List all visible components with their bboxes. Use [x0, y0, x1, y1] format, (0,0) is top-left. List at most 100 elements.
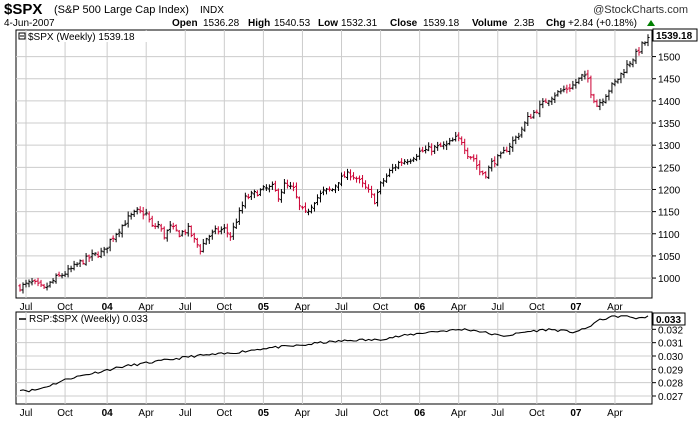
price-grid [16, 30, 652, 298]
ohlc-bar [210, 229, 214, 240]
ohlc-bar [421, 146, 425, 153]
ohlc-bar [490, 158, 494, 172]
ohlc-bar [496, 154, 500, 166]
ratio-last-value: 0.033 [652, 312, 686, 326]
ohlc-bar [448, 137, 452, 146]
low-label: Low [318, 18, 338, 29]
ohlc-bar [406, 159, 410, 165]
ohlc-bar [433, 145, 437, 154]
ohlc-bar [598, 98, 602, 111]
ohlc-bar [345, 168, 350, 180]
ohlc-bar [541, 98, 545, 109]
chg-value: +2.84 (+0.18%) [568, 18, 637, 29]
ohlc-bar [505, 146, 509, 153]
ohlc-bar [351, 172, 356, 180]
ohlc-bar [222, 224, 226, 234]
ohlc-bar [475, 154, 479, 170]
ohlc-bar [499, 151, 503, 159]
ohlc-bar [141, 207, 145, 220]
price-x-tick-label: Apr [138, 302, 154, 313]
price-x-tick-label: Apr [295, 302, 311, 313]
ohlc-bar [273, 180, 278, 192]
ohlc-bar [610, 82, 614, 94]
ohlc-bar [574, 78, 578, 89]
ohlc-bar [619, 72, 623, 84]
ohlc-bar [111, 235, 115, 242]
ohlc-bar [123, 220, 127, 227]
ohlc-bar [174, 224, 178, 232]
ohlc-bar [144, 208, 148, 216]
ohlc-bar [589, 75, 593, 99]
ohlc-bar [384, 173, 389, 183]
ohlc-bar [54, 273, 58, 284]
ratio-x-tick-label: Oct [57, 408, 73, 419]
ohlc-bar [415, 153, 419, 162]
ohlc-bar [204, 237, 208, 245]
ohlc-bar [63, 271, 67, 277]
brand-logo[interactable]: @StockCharts.com [593, 4, 688, 16]
ohlc-bar [51, 278, 55, 284]
ohlc-bar [631, 58, 635, 68]
ohlc-bar [75, 262, 79, 267]
ohlc-bar [126, 211, 130, 228]
ohlc-bar [360, 175, 365, 188]
ohlc-bar [571, 80, 575, 90]
ohlc-bar [315, 194, 320, 206]
ohlc-bar [378, 181, 383, 195]
ohlc-bar [357, 175, 362, 184]
ohlc-bar [613, 78, 617, 87]
ohlc-bar [568, 83, 572, 92]
ohlc-bar [285, 179, 290, 189]
price-x-tick-label: Jul [335, 302, 348, 313]
price-panel [15, 29, 653, 299]
ohlc-bar [526, 112, 530, 127]
open-label: Open [172, 18, 198, 29]
ohlc-bar [24, 279, 28, 288]
ohlc-bar [333, 184, 338, 194]
price-last-box [652, 28, 698, 42]
ohlc-bar [547, 99, 551, 107]
ohlc-bar [520, 126, 524, 138]
ohlc-bar [451, 137, 455, 142]
ratio-x-tick-label: Apr [295, 408, 311, 419]
ohlc-bar [198, 244, 202, 255]
ohlc-bar [487, 165, 491, 180]
ratio-line [19, 315, 649, 393]
ohlc-bar [60, 273, 64, 279]
ohlc-bar [559, 88, 563, 95]
ohlc-bar [45, 282, 49, 291]
ohlc-bar [592, 93, 596, 104]
ohlc-bar [237, 207, 241, 225]
ohlc-bar [228, 232, 232, 241]
price-y-tick-label: 1050 [658, 252, 681, 263]
ohlc-bar [460, 136, 464, 146]
ohlc-bar [511, 136, 515, 152]
ohlc-bar [403, 159, 407, 165]
ohlc-bar [309, 204, 314, 214]
ratio-x-tick-label: Oct [217, 408, 233, 419]
ohlc-bar [375, 189, 380, 207]
price-x-tick-label: Oct [373, 302, 389, 313]
ohlc-bar [454, 131, 458, 142]
ohlc-bar [484, 171, 488, 179]
price-x-tick-label: Jul [491, 302, 504, 313]
price-x-tick-label: Apr [451, 302, 467, 313]
price-legend: $SPX (Weekly) 1539.18 [28, 32, 135, 43]
ohlc-bar [186, 223, 190, 237]
ohlc-bar [502, 146, 506, 154]
ohlc-bar [180, 230, 184, 237]
ohlc-bar [294, 182, 299, 199]
price-x-tick-label: Oct [217, 302, 233, 313]
ohlc-bar [216, 226, 220, 235]
ohlc-bar [363, 180, 368, 190]
ohlc-bar [213, 225, 217, 235]
ohlc-bar [562, 85, 566, 93]
ratio-y-tick-label: 0.027 [658, 392, 683, 403]
ohlc-bar [387, 168, 392, 178]
chg-label: Chg [546, 18, 565, 29]
ohlc-bar [427, 142, 431, 152]
ohlc-bar [303, 202, 308, 213]
ohlc-bar [33, 279, 37, 285]
ohlc-bar [189, 225, 193, 238]
